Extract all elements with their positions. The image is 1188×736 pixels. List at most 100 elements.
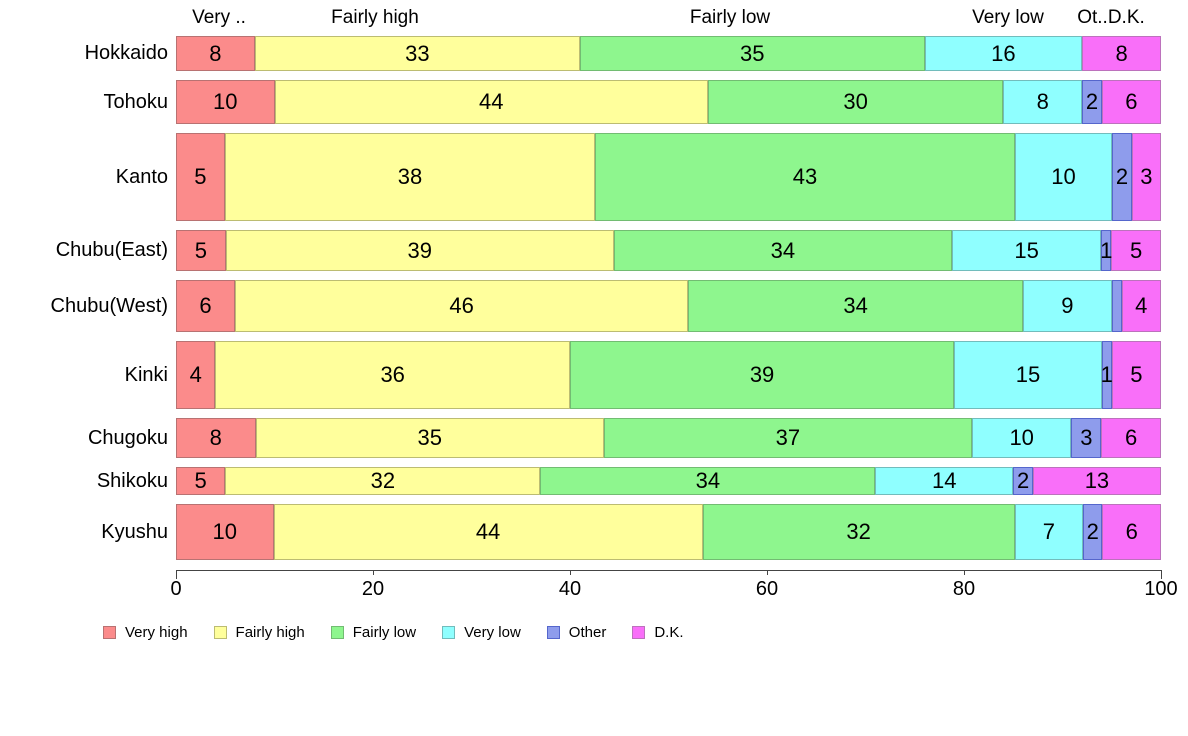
legend-swatch-dk bbox=[632, 626, 646, 639]
bar-segment-very-high: 5 bbox=[176, 133, 225, 221]
x-axis-tick-label: 40 bbox=[558, 578, 582, 600]
segment-value: 4 bbox=[189, 362, 202, 387]
x-axis-tick bbox=[767, 570, 768, 575]
legend-item: Fairly high bbox=[213, 624, 305, 641]
stacked-bar: 5 32 34 14 2 13 bbox=[176, 467, 1161, 495]
legend-label: Very high bbox=[125, 624, 188, 641]
segment-value: 3 bbox=[1140, 164, 1153, 189]
x-axis-tick bbox=[570, 570, 571, 575]
stacked-bar: 6 46 34 9 4 bbox=[176, 280, 1161, 332]
bar-segment-fairly-low: 34 bbox=[540, 467, 876, 495]
bar-segment-dk: 4 bbox=[1121, 280, 1161, 332]
bar-segment-very-high: 10 bbox=[176, 504, 274, 560]
segment-value: 5 bbox=[194, 164, 207, 189]
segment-value: 35 bbox=[417, 425, 442, 450]
bar-row: Tohoku 10 44 30 8 2 6 bbox=[0, 80, 1188, 124]
bar-row: Chubu(East) 5 39 34 15 1 5 bbox=[0, 230, 1188, 271]
category-label: Shikoku bbox=[96, 469, 168, 492]
segment-value: 8 bbox=[1036, 89, 1049, 114]
column-header: Very .. bbox=[192, 7, 246, 28]
column-header: Fairly low bbox=[689, 7, 771, 28]
column-header: Very low bbox=[972, 7, 1044, 28]
bar-segment-very-high: 8 bbox=[176, 418, 256, 458]
segment-value: 10 bbox=[213, 89, 238, 114]
category-label: Kyushu bbox=[101, 520, 168, 543]
stacked-bar: 10 44 32 7 2 6 bbox=[176, 504, 1161, 560]
segment-value: 39 bbox=[407, 237, 432, 263]
legend-label: Fairly high bbox=[235, 624, 305, 641]
bar-segment-fairly-low: 37 bbox=[603, 418, 972, 458]
x-axis-tick bbox=[373, 570, 374, 575]
bar-segment-very-high: 5 bbox=[176, 230, 226, 271]
bar-segment-fairly-high: 38 bbox=[224, 133, 596, 221]
segment-value: 6 bbox=[1124, 425, 1138, 450]
segment-value: 2 bbox=[1115, 164, 1129, 189]
segment-value: 13 bbox=[1084, 468, 1110, 493]
bar-segment-very-low: 15 bbox=[954, 341, 1102, 409]
legend-item: Very low bbox=[442, 624, 521, 641]
segment-value: 5 bbox=[194, 468, 207, 493]
bar-segment-fairly-high: 35 bbox=[255, 418, 604, 458]
segment-value: 34 bbox=[843, 293, 868, 318]
bar-segment-very-low: 15 bbox=[952, 230, 1102, 271]
segment-value: 15 bbox=[1014, 237, 1039, 263]
stacked-bar: 8 35 37 10 3 6 bbox=[176, 418, 1161, 458]
segment-value: 2 bbox=[1085, 89, 1099, 114]
stacked-bar: 8 33 35 16 8 bbox=[176, 36, 1161, 71]
category-label: Kanto bbox=[115, 165, 168, 188]
category-label: Hokkaido bbox=[84, 42, 168, 64]
segment-value: 36 bbox=[380, 362, 405, 387]
legend-item: Fairly low bbox=[330, 624, 416, 641]
stacked-bar: 5 39 34 15 1 5 bbox=[176, 230, 1161, 271]
legend-item: D.K. bbox=[632, 624, 684, 641]
bar-segment-other: 1 bbox=[1101, 341, 1113, 409]
category-label: Kinki bbox=[124, 363, 168, 386]
bar-segment-other: 2 bbox=[1082, 504, 1103, 560]
segment-value: 32 bbox=[846, 519, 871, 544]
column-header: Ot..D.K. bbox=[1077, 7, 1145, 28]
segment-value: 6 bbox=[199, 293, 212, 318]
segment-value: 8 bbox=[209, 40, 222, 66]
segment-value: 9 bbox=[1061, 293, 1074, 318]
segment-value: 46 bbox=[449, 293, 474, 318]
bar-segment-fairly-high: 44 bbox=[273, 504, 703, 560]
category-label: Chubu(East) bbox=[55, 239, 168, 261]
bar-segment-dk: 6 bbox=[1101, 418, 1161, 458]
bar-segment-fairly-low: 32 bbox=[702, 504, 1015, 560]
segment-value: 30 bbox=[843, 89, 868, 114]
bar-segment-very-high: 6 bbox=[176, 280, 236, 332]
segment-value: 38 bbox=[397, 164, 423, 189]
segment-value: 4 bbox=[1135, 293, 1148, 318]
legend: Very high Fairly high Fairly low Very low Ot… bbox=[103, 624, 684, 641]
category-label: Tohoku bbox=[103, 90, 169, 113]
segment-value: 37 bbox=[775, 425, 801, 450]
bar-row: Hokkaido 8 33 35 16 8 bbox=[0, 36, 1188, 71]
bar-row: Kanto 5 38 43 10 2 3 bbox=[0, 133, 1188, 221]
bar-segment-fairly-high: 33 bbox=[254, 36, 580, 71]
bar-segment-fairly-low: 35 bbox=[579, 36, 925, 71]
segment-value: 44 bbox=[475, 519, 501, 544]
segment-value: 43 bbox=[792, 164, 818, 189]
segment-value: 7 bbox=[1042, 519, 1055, 544]
bar-segment-fairly-low: 30 bbox=[707, 80, 1004, 124]
segment-value: 10 bbox=[1051, 164, 1076, 189]
bar-row: Kinki 4 36 39 15 1 5 bbox=[0, 341, 1188, 409]
bar-segment-very-low: 8 bbox=[1003, 80, 1083, 124]
bar-segment-dk: 5 bbox=[1111, 341, 1161, 409]
bar-segment-other: 2 bbox=[1112, 133, 1132, 221]
bar-segment-fairly-high: 32 bbox=[225, 467, 541, 495]
stacked-bar: 10 44 30 8 2 6 bbox=[176, 80, 1161, 124]
bar-segment-dk: 3 bbox=[1131, 133, 1161, 221]
bar-segment-fairly-low: 34 bbox=[613, 230, 953, 271]
segment-value: 3 bbox=[1080, 425, 1093, 450]
bar-segment-fairly-low: 43 bbox=[595, 133, 1015, 221]
legend-label: Very low bbox=[464, 624, 521, 641]
bar-segment-very-high: 5 bbox=[176, 467, 226, 495]
bar-segment-very-low: 7 bbox=[1014, 504, 1083, 560]
legend-swatch-fairly-high bbox=[213, 626, 227, 639]
x-axis-tick bbox=[964, 570, 965, 575]
bar-segment-very-high: 4 bbox=[176, 341, 216, 409]
segment-value: 5 bbox=[1129, 237, 1143, 263]
segment-value: 5 bbox=[1130, 362, 1143, 387]
